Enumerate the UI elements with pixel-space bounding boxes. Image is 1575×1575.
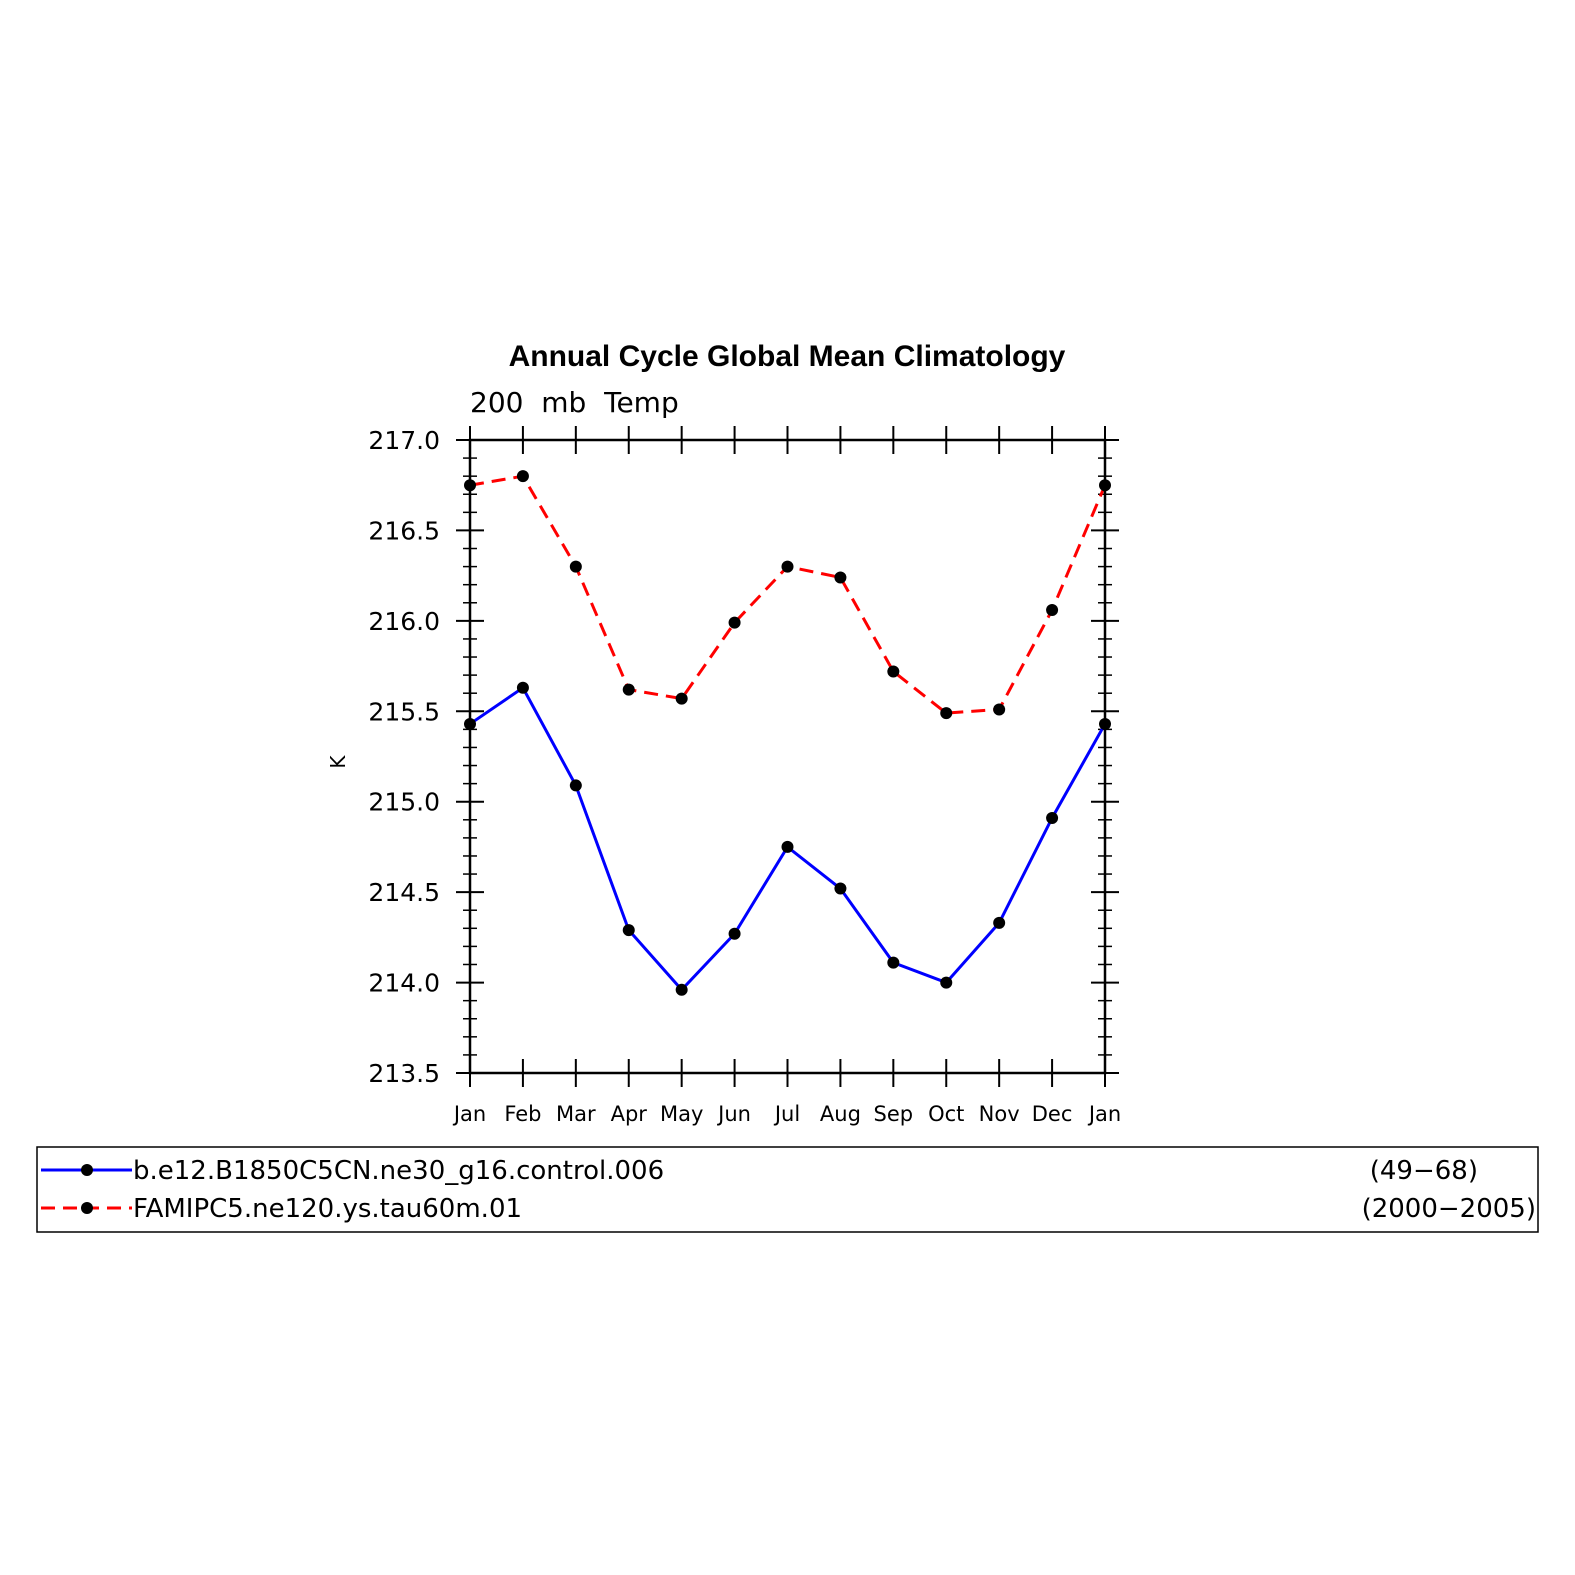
data-point <box>940 707 953 720</box>
data-point <box>569 560 582 573</box>
plot-frame <box>468 438 1107 1075</box>
y-tick-labels: 217.0 216.5 216.0 215.5 215.0 214.5 214.0 213.5 <box>368 426 440 1088</box>
y-tick-label: 215.0 <box>368 788 440 817</box>
data-point <box>1046 604 1059 617</box>
legend-entries: b.e12.B1850C5CN.ne30_g16.control.006 (49−… <box>41 1156 1536 1224</box>
data-point <box>993 916 1006 929</box>
x-tick-label: Jan <box>452 1102 486 1126</box>
legend-series-years: (2000−2005) <box>1362 1194 1536 1224</box>
y-tick-label: 215.5 <box>368 697 440 726</box>
x-tick-labels: Jan Feb Mar Apr May Jun Jul Aug Sep Oct Nov Dec Jan <box>452 1102 1121 1126</box>
legend-box <box>36 1146 1539 1233</box>
data-point <box>622 683 635 696</box>
y-axis-label: K <box>326 755 350 769</box>
y-tick-label: 217.0 <box>368 426 440 455</box>
y-tick-label: 214.5 <box>368 878 440 907</box>
legend: b.e12.B1850C5CN.ne30_g16.control.006 (49−… <box>36 1146 1539 1233</box>
data-point <box>569 779 582 792</box>
legend-series-name: FAMIPC5.ne120.ys.tau60m.01 <box>133 1194 522 1224</box>
data-point <box>516 681 529 694</box>
x-tick-label: Feb <box>504 1102 541 1126</box>
x-tick-label: Jun <box>716 1102 751 1126</box>
y-tick-label: 216.5 <box>368 516 440 545</box>
data-point <box>675 692 688 705</box>
x-tick-label: Oct <box>928 1102 964 1126</box>
series-lines <box>469 474 1107 993</box>
x-tick-label: Mar <box>556 1102 596 1126</box>
legend-series-years: (49−68) <box>1370 1156 1478 1186</box>
series-points <box>464 470 1111 996</box>
data-point <box>516 470 529 483</box>
data-point <box>728 927 741 940</box>
data-point <box>887 665 900 678</box>
data-point <box>781 840 794 853</box>
legend-marker <box>81 1164 93 1176</box>
data-point <box>781 560 794 573</box>
legend-marker <box>81 1202 93 1214</box>
x-tick-label: May <box>660 1102 703 1126</box>
legend-series-name: b.e12.B1850C5CN.ne30_g16.control.006 <box>133 1156 664 1186</box>
data-point <box>728 616 741 629</box>
y-tick-label: 214.0 <box>368 969 440 998</box>
series-line-1 <box>469 685 1107 993</box>
series-line-2 <box>469 474 1107 715</box>
x-tick-label: Apr <box>611 1102 648 1126</box>
x-tick-label: Jan <box>1087 1102 1121 1126</box>
chart-subtitle: 200 mb Temp <box>470 386 679 419</box>
data-point <box>993 703 1006 716</box>
x-tick-label: Dec <box>1032 1102 1073 1126</box>
data-point <box>834 571 847 584</box>
chart-title: Annual Cycle Global Mean Climatology <box>509 340 1066 373</box>
x-tick-label: Jul <box>773 1102 800 1126</box>
x-tick-label: Nov <box>979 1102 1020 1126</box>
data-point <box>675 983 688 996</box>
data-point <box>622 924 635 937</box>
x-tick-label: Sep <box>874 1102 914 1126</box>
data-point <box>940 976 953 989</box>
y-tick-label: 216.0 <box>368 607 440 636</box>
y-tick-label: 213.5 <box>368 1059 440 1088</box>
x-tick-label: Aug <box>820 1102 861 1126</box>
axis-ticks <box>456 426 1119 1087</box>
data-point <box>887 956 900 969</box>
data-point <box>1046 811 1059 824</box>
data-point <box>834 882 847 895</box>
